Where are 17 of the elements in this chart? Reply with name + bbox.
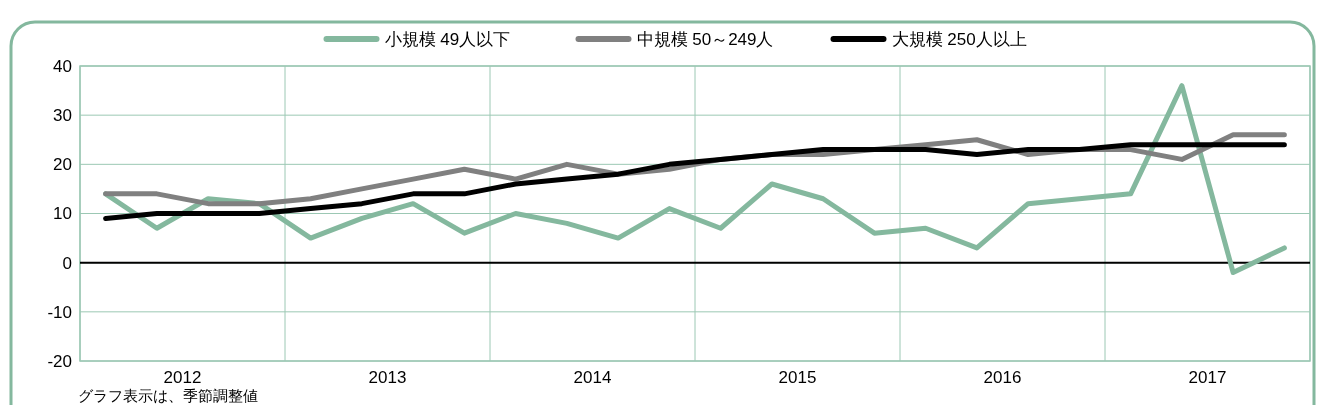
y-tick-label: 20 (53, 155, 72, 175)
y-tick-label: 0 (62, 253, 72, 273)
x-tick-label: 2017 (1188, 368, 1227, 387)
y-tick-label: 30 (53, 106, 72, 126)
legend-label: 中規模 50～249人 (636, 30, 774, 49)
y-tick-label: 40 (53, 56, 72, 76)
x-tick-label: 2015 (778, 368, 817, 387)
x-tick-label: 2014 (573, 368, 612, 387)
y-tick-label: 10 (53, 204, 72, 224)
y-tick-label: -20 (47, 351, 72, 371)
x-tick-label: 2013 (368, 368, 407, 387)
text: グラフ表示は、季節調整値 (78, 387, 258, 404)
y-tick-label: -10 (47, 302, 72, 322)
x-tick-label: 2016 (983, 368, 1022, 387)
legend-label: 小規模 49人以下 (384, 30, 511, 49)
x-tick-label: 2012 (163, 368, 202, 387)
legend-label: 大規模 250人以上 (891, 30, 1027, 49)
